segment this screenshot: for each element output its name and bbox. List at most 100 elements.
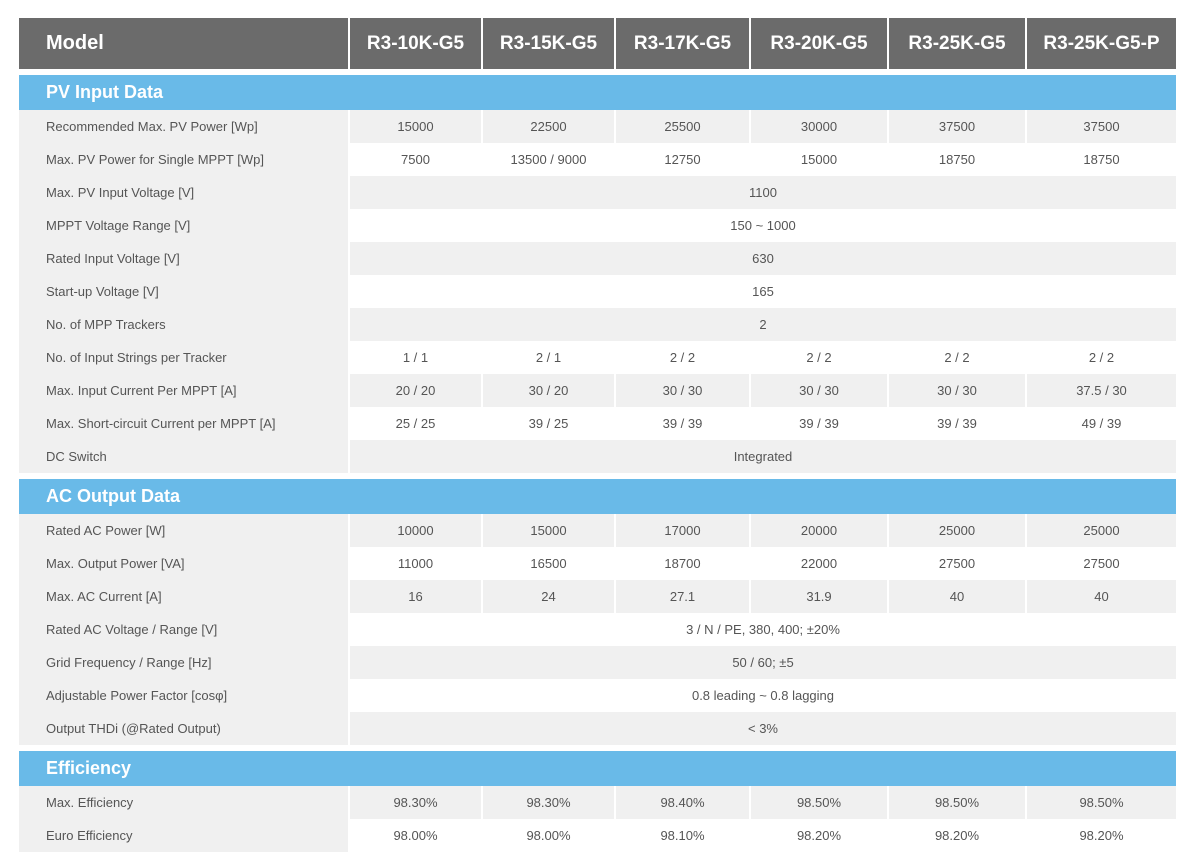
spec-value: 25000 <box>1026 514 1176 547</box>
spec-row: Max. AC Current [A] 16 24 27.1 31.9 40 40 <box>19 580 1176 613</box>
spec-row: Max. Input Current Per MPPT [A] 20 / 20 30… <box>19 374 1176 407</box>
spec-label: Max. Short-circuit Current per MPPT [A] <box>19 407 350 440</box>
spec-value-shared: 50 / 60; ±5 <box>349 646 1176 679</box>
spec-row: MPPT Voltage Range [V] 150 ~ 1000 <box>19 209 1176 242</box>
spec-value: 15000 <box>750 143 889 176</box>
spec-value: 11000 <box>349 547 483 580</box>
spec-label: Grid Frequency / Range [Hz] <box>19 646 350 679</box>
spec-value: 30 / 20 <box>482 374 616 407</box>
spec-value: 30 / 30 <box>750 374 889 407</box>
spec-label: MPPT Voltage Range [V] <box>19 209 350 242</box>
spec-label: No. of MPP Trackers <box>19 308 350 341</box>
model-header-label: Model <box>19 18 350 69</box>
spec-value: 98.20% <box>750 819 889 852</box>
spec-value: 25 / 25 <box>349 407 483 440</box>
spec-label: Euro Efficiency <box>19 819 350 852</box>
spec-row: Max. Output Power [VA] 11000 16500 18700 220… <box>19 547 1176 580</box>
spec-value-shared: 2 <box>349 308 1176 341</box>
spec-value: 39 / 39 <box>615 407 751 440</box>
spec-row: Max. PV Input Voltage [V] 1100 <box>19 176 1176 209</box>
spec-row: Start-up Voltage [V] 165 <box>19 275 1176 308</box>
spec-value: 20 / 20 <box>349 374 483 407</box>
spec-value-shared: Integrated <box>349 440 1176 473</box>
spec-label: Rated Input Voltage [V] <box>19 242 350 275</box>
spec-value: 1 / 1 <box>349 341 483 374</box>
spec-value: 37500 <box>1026 110 1176 143</box>
spec-label: Start-up Voltage [V] <box>19 275 350 308</box>
spec-label: Output THDi (@Rated Output) <box>19 712 350 745</box>
spec-value: 30 / 30 <box>615 374 751 407</box>
spec-value: 18750 <box>1026 143 1176 176</box>
spec-value-shared: 1100 <box>349 176 1176 209</box>
spec-value: 98.20% <box>1026 819 1176 852</box>
spec-value: 15000 <box>482 514 616 547</box>
spec-row: Max. Short-circuit Current per MPPT [A] 2… <box>19 407 1176 440</box>
model-name: R3-20K-G5 <box>750 18 889 69</box>
spec-row: DC Switch Integrated <box>19 440 1176 473</box>
spec-row: No. of MPP Trackers 2 <box>19 308 1176 341</box>
spec-value: 30000 <box>750 110 889 143</box>
spec-row: Rated AC Power [W] 10000 15000 17000 20000 25… <box>19 514 1176 547</box>
spec-value: 98.40% <box>615 786 751 819</box>
spec-row: Max. Efficiency 98.30% 98.30% 98.40% 98.50% 9… <box>19 786 1176 819</box>
spec-value: 2 / 2 <box>750 341 889 374</box>
spec-value-shared: < 3% <box>349 712 1176 745</box>
spec-value: 39 / 39 <box>888 407 1027 440</box>
spec-value: 98.50% <box>888 786 1027 819</box>
model-header-row: Model R3-10K-G5 R3-15K-G5 R3-17K-G5 R3-2… <box>19 18 1176 69</box>
spec-value: 39 / 25 <box>482 407 616 440</box>
spec-label: Max. Efficiency <box>19 786 350 819</box>
spec-row: Recommended Max. PV Power [Wp] 15000 22500… <box>19 110 1176 143</box>
section-header-row: AC Output Data <box>19 479 1176 514</box>
spec-value: 20000 <box>750 514 889 547</box>
model-name: R3-10K-G5 <box>349 18 483 69</box>
spec-label: Rated AC Power [W] <box>19 514 350 547</box>
model-name: R3-25K-G5 <box>888 18 1027 69</box>
spec-label: Recommended Max. PV Power [Wp] <box>19 110 350 143</box>
spec-value: 98.50% <box>750 786 889 819</box>
spec-value: 98.00% <box>482 819 616 852</box>
spec-table: Model R3-10K-G5 R3-15K-G5 R3-17K-G5 R3-2… <box>19 18 1176 852</box>
spec-row: Euro Efficiency 98.00% 98.00% 98.10% 98.20% 9… <box>19 819 1176 852</box>
spec-label: Max. Output Power [VA] <box>19 547 350 580</box>
spec-value: 25500 <box>615 110 751 143</box>
spec-row: Output THDi (@Rated Output) < 3% <box>19 712 1176 745</box>
spec-sheet: Model R3-10K-G5 R3-15K-G5 R3-17K-G5 R3-2… <box>19 18 1176 852</box>
spec-value: 18700 <box>615 547 751 580</box>
spec-value: 25000 <box>888 514 1027 547</box>
model-name: R3-25K-G5-P <box>1026 18 1176 69</box>
spec-value: 39 / 39 <box>750 407 889 440</box>
spec-row: Adjustable Power Factor [cosφ] 0.8 leadin… <box>19 679 1176 712</box>
spec-value: 7500 <box>349 143 483 176</box>
spec-label: No. of Input Strings per Tracker <box>19 341 350 374</box>
spec-value: 40 <box>1026 580 1176 613</box>
spec-value: 40 <box>888 580 1027 613</box>
spec-row: Grid Frequency / Range [Hz] 50 / 60; ±5 <box>19 646 1176 679</box>
spec-value: 98.20% <box>888 819 1027 852</box>
section-header-row: Efficiency <box>19 751 1176 786</box>
section-title: PV Input Data <box>19 75 1176 110</box>
spec-value: 10000 <box>349 514 483 547</box>
spec-value: 16 <box>349 580 483 613</box>
spec-value: 98.30% <box>349 786 483 819</box>
spec-value: 98.10% <box>615 819 751 852</box>
spec-value: 98.00% <box>349 819 483 852</box>
spec-value: 27500 <box>888 547 1027 580</box>
spec-label: Max. PV Power for Single MPPT [Wp] <box>19 143 350 176</box>
section-header-row: PV Input Data <box>19 75 1176 110</box>
model-name: R3-15K-G5 <box>482 18 616 69</box>
spec-value-shared: 150 ~ 1000 <box>349 209 1176 242</box>
spec-value-shared: 630 <box>349 242 1176 275</box>
spec-value: 37.5 / 30 <box>1026 374 1176 407</box>
spec-value: 27500 <box>1026 547 1176 580</box>
spec-label: Rated AC Voltage / Range [V] <box>19 613 350 646</box>
spec-value: 12750 <box>615 143 751 176</box>
spec-value: 2 / 1 <box>482 341 616 374</box>
spec-value: 27.1 <box>615 580 751 613</box>
model-name: R3-17K-G5 <box>615 18 751 69</box>
spec-value-shared: 165 <box>349 275 1176 308</box>
spec-value: 30 / 30 <box>888 374 1027 407</box>
spec-value: 37500 <box>888 110 1027 143</box>
section-title: AC Output Data <box>19 479 1176 514</box>
